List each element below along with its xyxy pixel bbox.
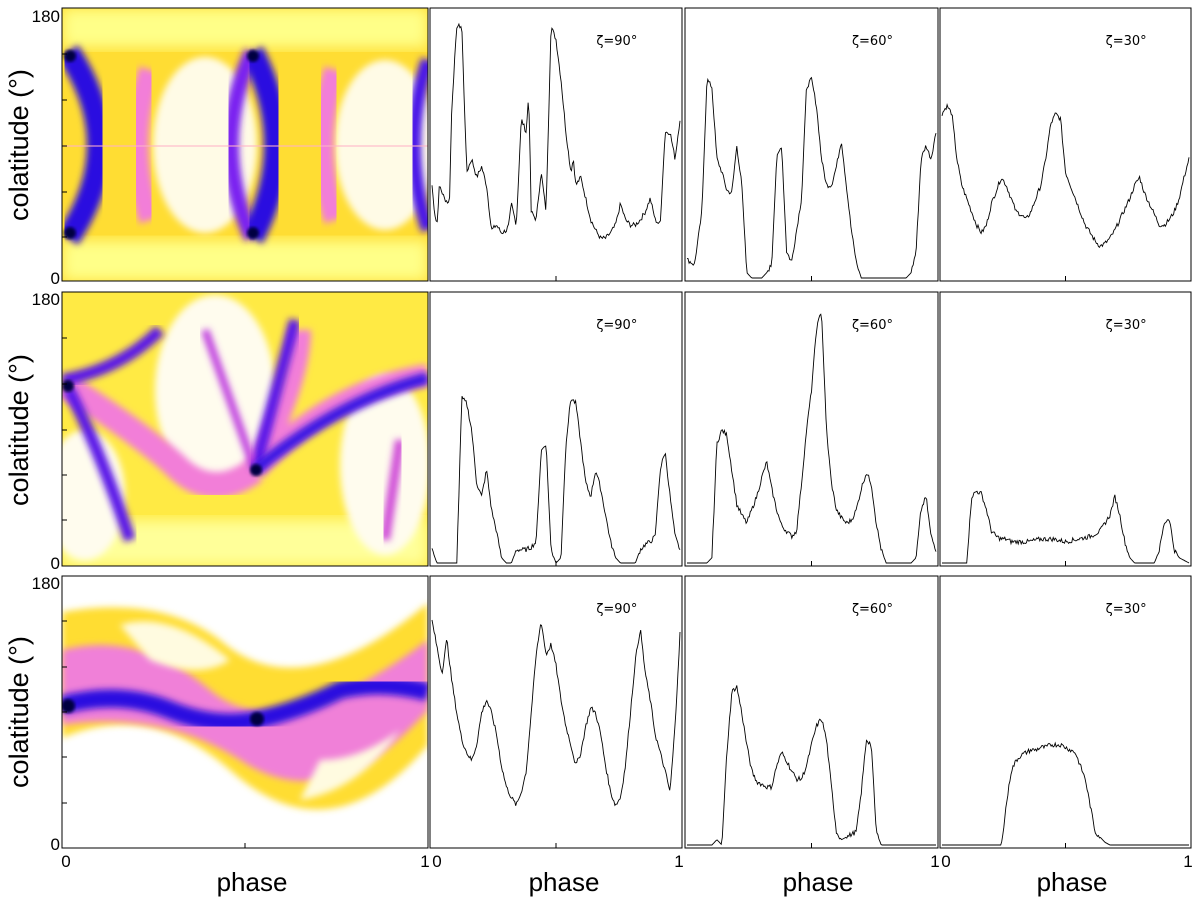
heatmap-3-light-lobe-1: [120, 621, 230, 670]
profile-panel-r3-c2: [684, 575, 939, 849]
heatmap-y-ticks: [62, 53, 246, 848]
heatmap-1-pink-halo-2: [311, 66, 346, 224]
heatmap-3-caustic-1: [62, 699, 75, 713]
profile-angle-label: ζ=30°: [1106, 318, 1147, 333]
profile-line-series: [941, 102, 1190, 248]
heatmap-1-dark-arc-4: [407, 57, 428, 233]
profile-line-series: [942, 490, 1190, 564]
heatmap-2-dark-band-3: [249, 318, 301, 472]
heatmap-2-white-blob-3: [62, 430, 125, 560]
heatmap-row-2: [62, 292, 428, 566]
heatmap-2-dark-band-1: [62, 325, 165, 386]
profile-line-series: [942, 741, 1189, 846]
row-2-ytick-180: 180: [32, 290, 60, 309]
heatmap-2-pink-halo-1: [62, 374, 263, 498]
heatmap-1-dark-arc-3: [241, 46, 288, 244]
profile-panel-r3-c3: [939, 575, 1192, 849]
profile-panel-r1-c1: [429, 7, 683, 282]
profile-line-series: [687, 685, 936, 846]
heatmap-1-light-band-top: [62, 8, 428, 48]
heatmap-row-1: [62, 8, 428, 281]
profile-angle-label: ζ=60°: [852, 34, 893, 49]
profile-3-xtick-0: 0: [941, 852, 950, 871]
row-3-ytick-180: 180: [32, 574, 60, 593]
profile-1-xtick-1: 1: [674, 852, 683, 871]
profile-line-series: [687, 313, 937, 564]
heatmap-2-dark-band-2: [62, 385, 136, 542]
profile-panel-r2-c2: [684, 291, 939, 567]
profile-angle-label: ζ=90°: [596, 34, 637, 49]
heatmap-2-frame: [61, 291, 429, 567]
profile-angle-label: ζ=60°: [852, 318, 893, 333]
heatmap-3-caustic-2: [250, 712, 264, 726]
heatmap-2-dark-band-5: [251, 372, 428, 475]
heatmap-row-3: [62, 576, 428, 848]
heatmap-2-dark-band-6: [380, 439, 405, 541]
heatmap-1-caustic-3: [247, 50, 259, 62]
profile-angle-label: ζ=30°: [1106, 602, 1147, 617]
heatmap-xtick-1: 1: [420, 852, 429, 871]
row-1-ytick-0: 0: [51, 269, 60, 288]
profile-line-series: [431, 396, 681, 564]
profile-angle-label: ζ=60°: [852, 602, 893, 617]
row-2-ytick-0: 0: [51, 554, 60, 573]
profile-panel-r1-c3: [939, 7, 1192, 282]
profile-3-xtick-1: 1: [1183, 852, 1192, 871]
profile-1-xlabel: phase: [529, 867, 600, 897]
profile-angle-label: ζ=30°: [1106, 34, 1147, 49]
heatmap-3-pink-body: [62, 640, 428, 782]
heatmap-xlabel: phase: [217, 867, 288, 897]
profile-line-series: [431, 22, 681, 240]
profile-panels: ζ=90° ζ=60° ζ=30° ζ=90° ζ=60° ζ=30° ζ=90° ζ=60°…: [429, 7, 1192, 849]
row-2-ylabel: colatitude (°): [4, 354, 34, 506]
heatmap-1-light-band-bottom: [62, 240, 428, 281]
profile-line-series: [431, 619, 681, 807]
row-3-ytick-0: 0: [51, 835, 60, 854]
profile-panel-r3-c1: [429, 575, 683, 849]
row-1-ylabel: colatitude (°): [4, 69, 34, 221]
profile-2-xlabel: phase: [783, 867, 854, 897]
profile-panel-r1-c2: [684, 7, 939, 282]
profile-panel-r2-c3: [939, 291, 1192, 567]
heatmap-2-white-blob-2: [340, 375, 428, 555]
row-1-ytick-180: 180: [32, 7, 60, 26]
heatmap-xtick-0: 0: [61, 852, 70, 871]
heatmap-3-light-lobe-2: [300, 730, 400, 800]
heatmap-1-white-blob-2: [335, 60, 428, 230]
profile-angle-label: ζ=90°: [596, 318, 637, 333]
profile-panel-r2-c1: [429, 291, 683, 567]
heatmap-2-caustic-1: [62, 380, 74, 392]
profile-3-xlabel: phase: [1037, 867, 1108, 897]
heatmap-1-caustic-1: [64, 50, 76, 62]
heatmap-1-dark-arc-1: [62, 45, 111, 245]
heatmap-1-pink-halo-1: [126, 66, 161, 224]
profile-angle-label: ζ=90°: [596, 602, 637, 617]
profile-line-series: [686, 76, 937, 279]
heatmap-1-dark-arc-2: [223, 48, 260, 242]
heatmap-1-caustic-2: [64, 227, 76, 239]
profile-1-xtick-0: 0: [432, 852, 441, 871]
heatmap-1-caustic-4: [247, 227, 259, 239]
heatmap-1-frame: [61, 7, 429, 282]
heatmap-2-caustic-2: [250, 464, 262, 476]
row-3-ylabel: colatitude (°): [4, 636, 34, 788]
profile-2-xtick-1: 1: [930, 852, 939, 871]
heatmap-2-dark-band-4: [201, 328, 259, 472]
